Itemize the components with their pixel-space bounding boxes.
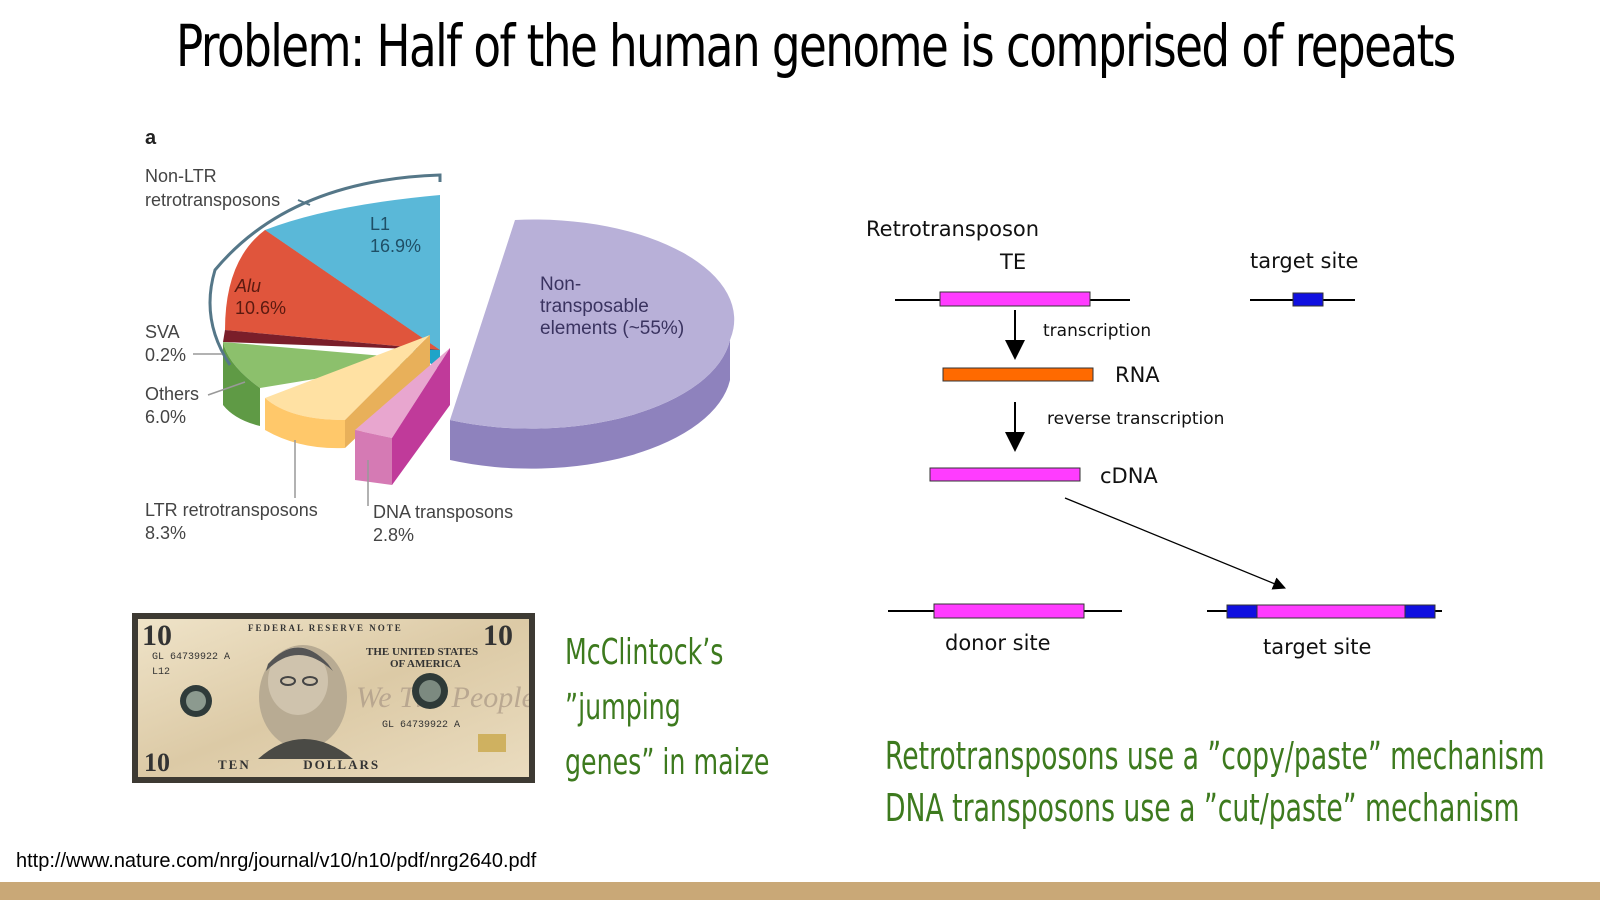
bill-serial: GL 64739922 A bbox=[152, 652, 230, 663]
pie-slice-alu bbox=[225, 230, 440, 350]
genome-pie-chart: a bbox=[130, 120, 750, 570]
rna-bar bbox=[942, 367, 1094, 382]
group-label-non-ltr: Non-LTR retrotransposons bbox=[145, 166, 280, 210]
reverse-transcription-label: reverse transcription bbox=[1047, 409, 1224, 429]
bill-district: L12 bbox=[152, 667, 170, 678]
mcclintock-caption: McClintock’s ”jumping genes” in maize bbox=[565, 625, 769, 790]
bill-svg: 10 10 FEDERAL RESERVE NOTE GL 64739922 A… bbox=[138, 619, 529, 777]
mechanism-dna: DNA transposons use a ”cut/paste” mechan… bbox=[885, 786, 1520, 830]
pie-slice-dna bbox=[355, 348, 450, 485]
target-dup-left bbox=[1226, 604, 1258, 619]
bill-serial-2: GL 64739922 A bbox=[382, 720, 460, 731]
label-sva: SVA 0.2% bbox=[145, 322, 186, 365]
mcclintock-line-1: McClintock’s bbox=[565, 632, 724, 673]
label-non-transposable: Non- transposable elements (~55%) bbox=[540, 274, 684, 339]
bill-header: FEDERAL RESERVE NOTE bbox=[248, 623, 403, 633]
bill-country: THE UNITED STATES OF AMERICA bbox=[366, 646, 481, 670]
target-site-top-label: target site bbox=[1250, 249, 1358, 273]
bill-denomination-bl: 10 bbox=[144, 748, 170, 777]
diagram-svg: Retrotransposon TE target site transcrip… bbox=[866, 217, 1442, 659]
target-dup-right bbox=[1404, 604, 1436, 619]
te-element bbox=[939, 291, 1091, 307]
label-l1: L1 16.9% bbox=[370, 214, 421, 256]
target-site-bottom-label: target site bbox=[1263, 635, 1371, 659]
retrotransposon-diagram: Retrotransposon TE target site transcrip… bbox=[860, 210, 1560, 680]
non-ltr-bracket bbox=[208, 173, 442, 366]
inserted-element bbox=[1256, 604, 1406, 619]
footer-bar bbox=[0, 882, 1600, 900]
target-site-box bbox=[1292, 292, 1324, 307]
pie-slice-non-transposable bbox=[450, 219, 735, 469]
source-url: http://www.nature.com/nrg/journal/v10/n1… bbox=[16, 850, 537, 872]
panel-label: a bbox=[145, 127, 157, 149]
donor-site-element bbox=[933, 603, 1085, 619]
bill-bottom-text: TEN DOLLARS bbox=[218, 757, 380, 772]
cdna-bar bbox=[929, 467, 1081, 482]
mechanism-retro: Retrotransposons use a ”copy/paste” mech… bbox=[885, 734, 1545, 778]
bill-denomination-tl: 10 bbox=[142, 619, 172, 652]
label-dna: DNA transposons 2.8% bbox=[373, 502, 518, 545]
transcription-label: transcription bbox=[1043, 321, 1151, 341]
ten-dollar-bill-image: 10 10 FEDERAL RESERVE NOTE GL 64739922 A… bbox=[132, 613, 535, 783]
mechanism-captions: Retrotransposons use a ”copy/paste” mech… bbox=[885, 730, 1545, 834]
cdna-label: cDNA bbox=[1100, 464, 1158, 488]
label-alu: Alu 10.6% bbox=[234, 276, 286, 318]
donor-site-label: donor site bbox=[945, 631, 1051, 655]
te-label: TE bbox=[999, 250, 1026, 274]
label-ltr: LTR retrotransposons 8.3% bbox=[145, 500, 323, 543]
diagram-title: Retrotransposon bbox=[866, 217, 1039, 241]
mcclintock-line-3: genes” in maize bbox=[565, 742, 770, 783]
mcclintock-line-2: ”jumping bbox=[565, 687, 681, 728]
pie-svg: a bbox=[145, 127, 735, 545]
slide-title: Problem: Half of the human genome is com… bbox=[176, 12, 1456, 80]
insertion-arrow bbox=[1064, 497, 1287, 590]
bill-portrait bbox=[258, 645, 353, 759]
rna-label: RNA bbox=[1115, 363, 1160, 387]
bill-denomination-tr: 10 bbox=[483, 619, 513, 652]
pie-slice-ltr bbox=[265, 335, 430, 449]
label-others: Others 6.0% bbox=[145, 384, 204, 427]
pie-slice-sva bbox=[223, 330, 440, 350]
